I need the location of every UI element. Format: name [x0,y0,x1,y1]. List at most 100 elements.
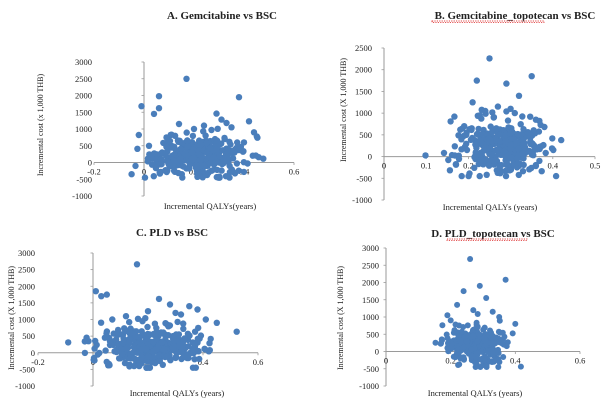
data-point [91,357,98,364]
panel-c-title: C. PLD vs BSC [136,227,208,239]
data-point [503,159,510,166]
data-point [166,301,174,308]
panel-c-plot: -1000-500050010001500200025003000-0.200.… [15,248,263,391]
data-point [527,140,534,148]
x-tick-label: 0.4 [510,356,521,366]
data-point [213,319,220,326]
data-point [245,118,253,125]
data-point [152,359,159,367]
data-point [177,146,184,153]
data-point [226,168,234,176]
data-point [189,364,197,371]
panel-b: B. Gemcitabine_topotecan vs BSC Incremen… [339,10,600,212]
data-point [158,149,166,156]
data-point [200,162,208,169]
data-point [144,323,151,331]
data-point [452,354,459,361]
data-point [183,129,190,136]
data-point [469,99,476,106]
data-point [507,141,515,149]
data-point [92,288,100,295]
data-point [476,331,483,338]
data-point [130,362,138,370]
data-point [476,172,483,180]
data-point [458,328,465,335]
data-point [473,321,480,328]
y-tick-label: 1500 [355,86,372,96]
data-point [228,124,235,131]
data-point [497,329,504,336]
data-point [520,140,528,147]
panel-d-plot: -1000 -500 0 500 1000 1500 2000 2500 3000 0 0.2 0.4… [359,243,585,391]
data-point [214,125,221,132]
y-tick-label: -500 [356,173,372,183]
x-tick-label: 0.1 [421,161,432,171]
data-point [229,147,236,155]
data-point [444,312,451,319]
data-point [126,335,133,342]
y-tick-label: 3000 [362,243,379,253]
data-point [468,346,475,353]
data-point [130,344,138,351]
data-point [138,346,145,353]
data-point [440,149,448,157]
data-point [549,135,556,142]
data-point [190,154,197,161]
data-point [500,354,507,360]
data-point [470,307,477,314]
data-point [480,354,487,361]
panel-b-title: B. Gemcitabine_topotecan vs BSC [435,10,596,22]
y-tick-label: 3000 [75,57,92,67]
data-point [177,311,185,318]
data-point [132,162,139,170]
y-tick-label: 2000 [362,278,379,288]
data-point [164,353,171,360]
data-point [229,155,237,162]
data-point [216,173,223,180]
data-point [93,341,100,349]
data-point [542,149,549,157]
data-point [103,291,111,298]
data-point [515,145,522,152]
panel-c-xlabel: Incremental QALYs (years) [130,388,225,398]
data-point [150,173,157,180]
data-point [504,117,512,124]
data-point [460,354,467,361]
x-tick-label: 0 [384,356,388,366]
panel-d-title: D. PLD_topotecan vs BSC [431,228,555,240]
data-point [158,339,166,346]
data-point [235,94,243,101]
data-point [515,171,522,179]
data-point [460,288,467,295]
data-point [489,308,496,315]
data-point [155,105,163,112]
data-point [495,356,502,362]
data-point [196,355,203,363]
data-point [207,145,214,152]
data-point [171,143,178,150]
data-point [501,333,508,340]
data-point [480,147,487,154]
data-point [163,152,170,160]
data-point [151,320,159,327]
data-point [231,170,239,177]
data-point [515,92,523,100]
data-point [461,123,468,130]
data-point [486,55,493,62]
data-point [432,339,439,346]
data-point [118,351,126,358]
data-point [181,335,188,342]
data-point [164,148,171,155]
data-point [172,309,179,317]
x-tick-label: 0.4 [198,357,209,367]
y-tick-label: 3000 [18,248,35,258]
data-point [558,136,565,144]
data-point [507,105,514,113]
data-point [81,349,89,357]
data-point [520,126,527,133]
y-tick-label: 2500 [355,43,372,53]
data-point [118,345,125,353]
data-point [96,349,103,357]
data-point [532,116,540,123]
data-point [536,157,543,165]
